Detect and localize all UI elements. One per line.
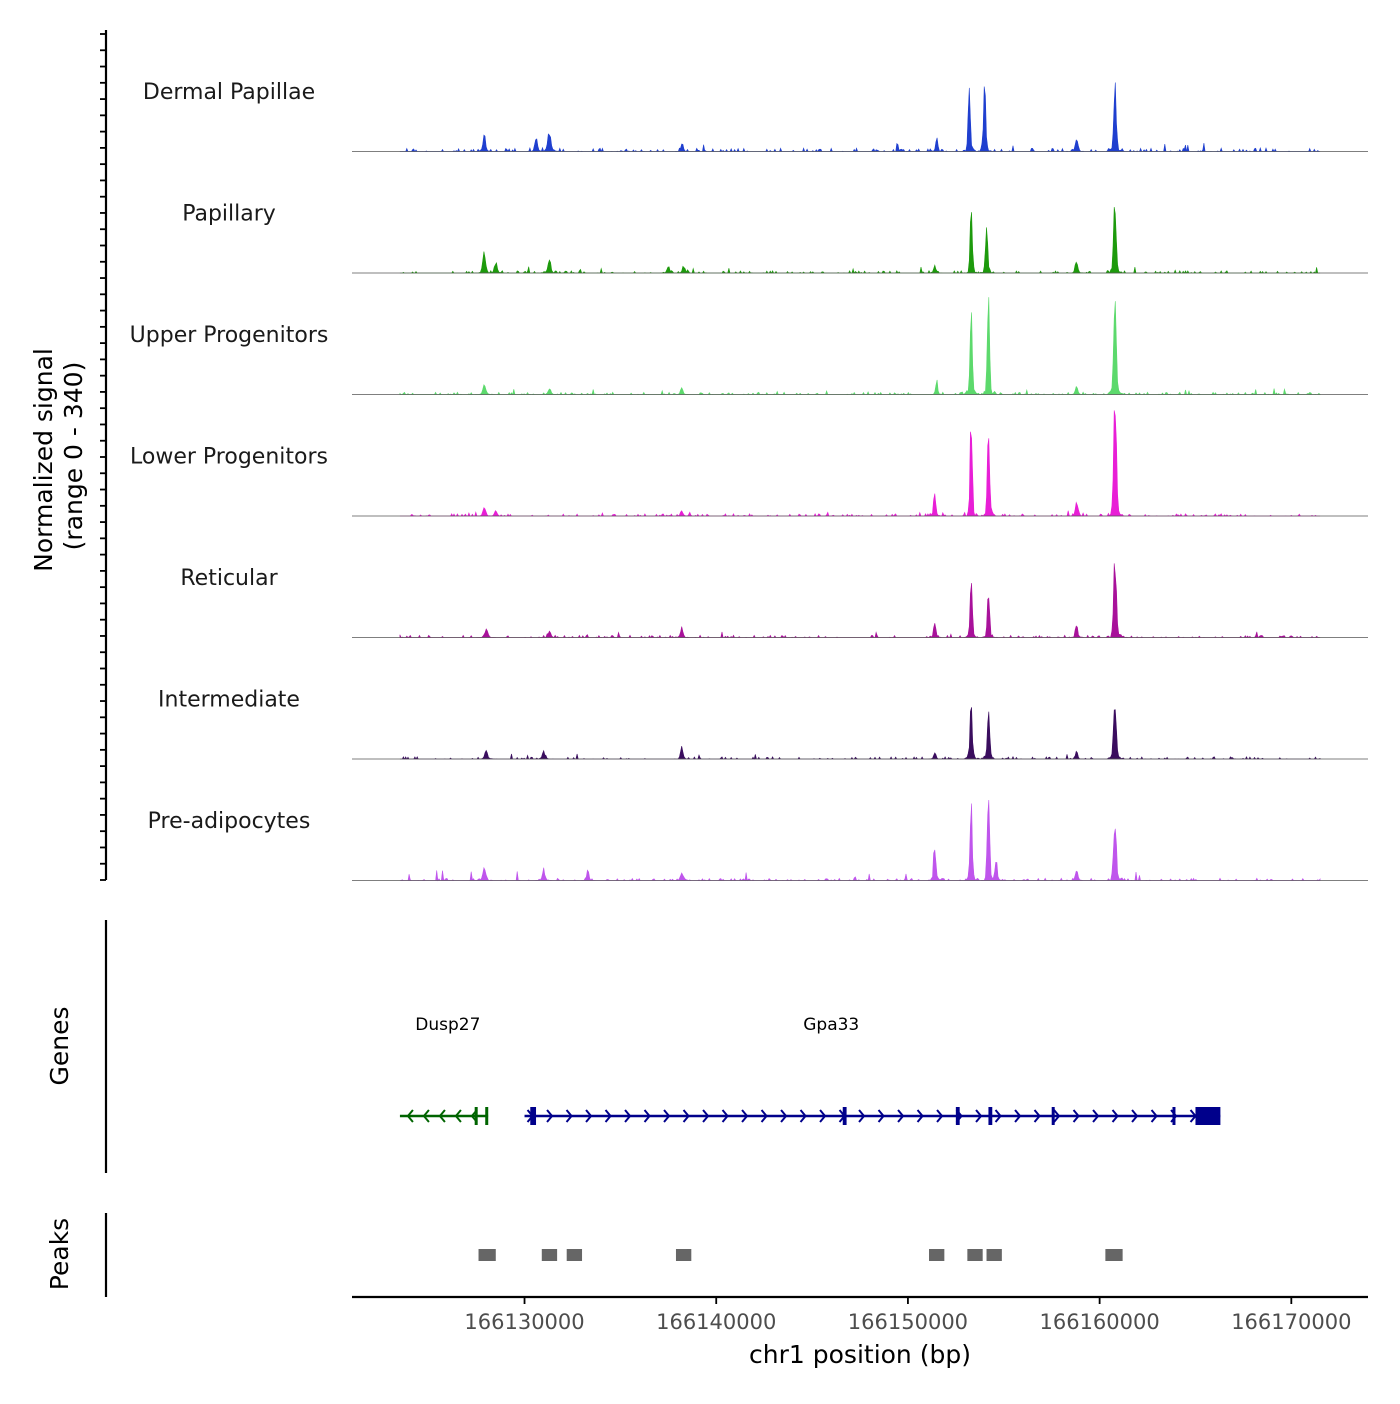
strand-arrow bbox=[1111, 1109, 1119, 1123]
x-tick-label: 166150000 bbox=[848, 1310, 968, 1334]
track-dermal-papillae: Dermal Papillae bbox=[143, 80, 1368, 153]
track-label: Lower Progenitors bbox=[130, 445, 328, 470]
strand-arrow bbox=[897, 1109, 905, 1123]
coverage-area bbox=[399, 410, 1321, 517]
strand-arrow bbox=[916, 1109, 924, 1123]
gene-label: Dusp27 bbox=[415, 1015, 480, 1035]
track-label: Reticular bbox=[180, 566, 278, 591]
strand-arrow bbox=[438, 1109, 446, 1123]
coverage-area bbox=[399, 799, 1321, 882]
track-label: Intermediate bbox=[158, 688, 300, 713]
peak-region bbox=[566, 1249, 583, 1261]
coverage-area bbox=[399, 707, 1321, 760]
exon bbox=[988, 1107, 993, 1125]
exon bbox=[485, 1107, 489, 1125]
exon bbox=[1195, 1107, 1221, 1125]
peak-region bbox=[1105, 1249, 1123, 1261]
strand-arrow bbox=[1092, 1109, 1100, 1123]
strand-arrow bbox=[1053, 1109, 1061, 1123]
x-tick-label: 166130000 bbox=[464, 1310, 584, 1334]
strand-arrow bbox=[454, 1109, 462, 1123]
track-label: Papillary bbox=[182, 202, 276, 227]
x-tick-label: 166140000 bbox=[656, 1310, 776, 1334]
x-tick-label: 166170000 bbox=[1231, 1310, 1351, 1334]
exon bbox=[842, 1107, 847, 1125]
peak-region bbox=[929, 1249, 945, 1261]
coverage-area bbox=[399, 297, 1321, 396]
strand-arrow bbox=[760, 1109, 768, 1123]
track-upper-progenitors: Upper Progenitors bbox=[130, 297, 1368, 396]
genes-track-label: Genes bbox=[45, 1006, 74, 1085]
strand-arrow bbox=[1131, 1109, 1139, 1123]
strand-arrow bbox=[975, 1109, 983, 1123]
track-label: Upper Progenitors bbox=[130, 323, 329, 348]
peaks-track-label: Peaks bbox=[45, 1218, 74, 1290]
strand-arrow bbox=[702, 1109, 710, 1123]
strand-arrow bbox=[1014, 1109, 1022, 1123]
exon bbox=[955, 1107, 960, 1125]
gene-dusp27: Dusp27 bbox=[399, 1015, 489, 1125]
y-axis-label-range: (range 0 - 340) bbox=[59, 362, 88, 551]
strand-arrow bbox=[624, 1109, 632, 1123]
strand-arrow bbox=[780, 1109, 788, 1123]
strand-arrow bbox=[682, 1109, 690, 1123]
track-pre-adipocytes: Pre-adipocytes bbox=[148, 799, 1368, 882]
strand-arrow bbox=[565, 1109, 573, 1123]
exon bbox=[1172, 1107, 1176, 1125]
strand-arrow bbox=[858, 1109, 866, 1123]
peak-region bbox=[967, 1249, 983, 1261]
x-axis-label: chr1 position (bp) bbox=[749, 1340, 971, 1369]
strand-arrow bbox=[1033, 1109, 1041, 1123]
strand-arrow bbox=[663, 1109, 671, 1123]
strand-arrow bbox=[877, 1109, 885, 1123]
strand-arrow bbox=[721, 1109, 729, 1123]
y-axis-label: Normalized signal bbox=[29, 348, 58, 572]
gene-gpa33: Gpa33 bbox=[524, 1015, 1221, 1125]
track-papillary: Papillary bbox=[182, 202, 1368, 274]
axes: 166130000 166140000 166150000 166160000 1661… bbox=[100, 30, 1368, 1334]
peak-region bbox=[541, 1249, 558, 1261]
coverage-area bbox=[399, 206, 1321, 274]
strand-arrow bbox=[422, 1109, 430, 1123]
exon bbox=[1051, 1107, 1055, 1125]
strand-arrow bbox=[741, 1109, 749, 1123]
strand-arrow bbox=[936, 1109, 944, 1123]
peak-region bbox=[478, 1249, 496, 1261]
strand-arrow bbox=[1072, 1109, 1080, 1123]
strand-arrow bbox=[406, 1109, 414, 1123]
strand-arrow bbox=[994, 1109, 1002, 1123]
coverage-area bbox=[399, 82, 1321, 153]
exon bbox=[474, 1107, 478, 1125]
peak-region bbox=[986, 1249, 1002, 1261]
track-lower-progenitors: Lower Progenitors bbox=[130, 410, 1368, 517]
strand-arrow bbox=[585, 1109, 593, 1123]
gene-label: Gpa33 bbox=[803, 1015, 859, 1035]
coverage-tracks: Dermal Papillae Papillary Upper Progenitor… bbox=[130, 80, 1368, 882]
track-label: Dermal Papillae bbox=[143, 80, 315, 105]
x-tick-label: 166160000 bbox=[1039, 1310, 1159, 1334]
peak-region bbox=[675, 1249, 692, 1261]
strand-arrow bbox=[604, 1109, 612, 1123]
exon bbox=[530, 1107, 537, 1125]
strand-arrow bbox=[819, 1109, 827, 1123]
strand-arrow bbox=[546, 1109, 554, 1123]
peak-track bbox=[478, 1249, 1123, 1261]
strand-arrow bbox=[799, 1109, 807, 1123]
track-reticular: Reticular bbox=[180, 563, 1368, 639]
coverage-area bbox=[399, 563, 1321, 639]
track-intermediate: Intermediate bbox=[158, 688, 1368, 760]
strand-arrow bbox=[1150, 1109, 1158, 1123]
gene-track: Dusp27 Gpa33 bbox=[399, 1015, 1221, 1125]
track-label: Pre-adipocytes bbox=[148, 809, 311, 834]
strand-arrow bbox=[643, 1109, 651, 1123]
